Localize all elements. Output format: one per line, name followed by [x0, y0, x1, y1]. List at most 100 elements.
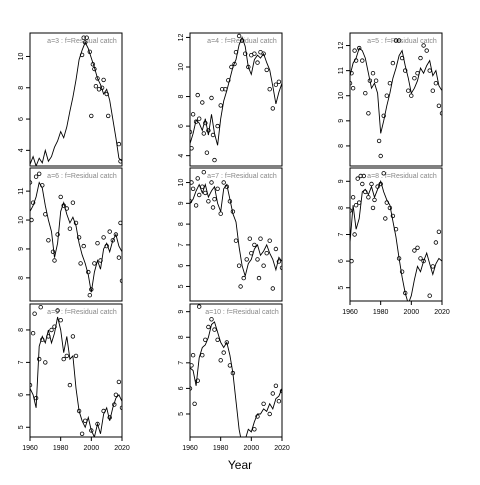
data-point-a7: [227, 199, 233, 204]
panel-frame-a6: [29, 167, 123, 302]
data-point-a5: [384, 93, 389, 98]
data-point-a6: [70, 200, 76, 205]
data-point-a10: [273, 383, 279, 388]
data-point-a8: [433, 240, 439, 245]
series-line-a3: [30, 41, 122, 166]
data-point-a9: [67, 382, 73, 388]
data-point-a7: [190, 186, 196, 191]
data-point-a7: [203, 190, 208, 196]
data-point-a9: [112, 402, 117, 407]
data-point-a10: [276, 399, 282, 404]
x-tick-label: 2020: [114, 445, 130, 452]
data-point-a4: [206, 128, 211, 133]
data-point-a10: [270, 391, 275, 396]
data-point-a7: [190, 199, 193, 204]
data-point-a3: [105, 113, 111, 119]
data-point-a4: [196, 116, 202, 121]
panel-title-a4: a=4 : f=Residual catch: [207, 38, 277, 45]
data-point-a5: [409, 93, 414, 98]
data-point-a3: [101, 77, 106, 83]
data-point-a7: [221, 180, 226, 185]
data-point-a8: [393, 226, 399, 232]
data-point-a8: [387, 205, 393, 211]
data-point-a4: [204, 150, 210, 155]
series-line-a8: [350, 179, 442, 301]
data-point-a7: [270, 286, 275, 291]
series-line-a5: [350, 47, 442, 134]
data-point-a9: [101, 408, 106, 414]
x-tick-label: 2000: [244, 445, 260, 452]
y-tick-label: 9: [178, 201, 185, 205]
data-point-a6: [107, 229, 112, 234]
panel-title-a6: a=6 : f=Residual catch: [47, 173, 117, 180]
data-point-a7: [241, 275, 246, 281]
data-point-a6: [37, 171, 42, 176]
data-point-a5: [353, 58, 359, 63]
y-tick-label: 6: [18, 117, 25, 121]
y-tick-label: 9: [178, 310, 185, 314]
data-point-a8: [375, 184, 380, 189]
y-tick-label: 8: [18, 328, 25, 332]
data-point-a5: [381, 113, 386, 118]
data-point-a8: [390, 213, 396, 219]
data-point-a5: [415, 70, 420, 76]
data-point-a4: [190, 112, 196, 117]
data-point-a5: [421, 43, 426, 48]
data-point-a8: [403, 290, 408, 296]
panel-frame-a5: [349, 32, 443, 167]
data-point-a6: [58, 194, 63, 200]
data-point-a6: [89, 287, 94, 292]
data-point-a4: [212, 157, 217, 163]
data-point-a8: [353, 202, 359, 208]
data-point-a10: [230, 370, 236, 376]
data-point-a4: [239, 38, 245, 43]
data-point-a6: [30, 180, 33, 185]
y-tick-label: 5: [178, 284, 185, 288]
data-point-a9: [95, 421, 100, 427]
data-point-a7: [224, 184, 229, 189]
data-point-a6: [87, 293, 92, 298]
data-point-a10: [206, 324, 211, 330]
data-point-a5: [387, 80, 393, 86]
data-point-a8: [355, 176, 360, 181]
panel-frame-a3: [29, 32, 123, 167]
data-point-a4: [261, 51, 266, 56]
panel-frame-a10: [189, 303, 283, 438]
data-point-a8: [370, 205, 376, 211]
data-point-a6: [113, 232, 119, 237]
data-point-a7: [210, 205, 216, 210]
data-point-a5: [373, 78, 379, 83]
data-point-a5: [427, 68, 432, 73]
y-tick-label: 8: [338, 144, 345, 148]
y-tick-label: 8: [18, 86, 25, 90]
x-tick-label: 1960: [342, 309, 358, 316]
data-point-a6: [52, 258, 57, 263]
data-point-a9: [119, 405, 122, 410]
data-point-a6: [76, 235, 82, 240]
data-point-a10: [261, 401, 266, 406]
data-point-a10: [279, 388, 282, 394]
data-point-a4: [255, 60, 260, 65]
data-point-a5: [366, 111, 371, 116]
data-point-a5: [412, 75, 417, 81]
data-point-a8: [418, 256, 423, 261]
data-point-a6: [46, 238, 51, 243]
data-point-a10: [252, 427, 257, 432]
data-point-a9: [33, 395, 39, 401]
data-point-a4: [246, 64, 251, 70]
panel-title-a7: a=7 : f=Residual catch: [207, 173, 277, 180]
data-point-a5: [433, 80, 439, 86]
y-tick-label: 8: [178, 94, 185, 98]
y-tick-label: 12: [178, 33, 185, 41]
data-point-a5: [363, 90, 368, 96]
data-point-a4: [218, 103, 223, 108]
y-tick-label: 9: [338, 179, 345, 183]
data-point-a9: [107, 415, 112, 420]
x-tick-label: 1960: [22, 445, 38, 452]
data-point-a7: [233, 238, 239, 243]
data-point-a3: [99, 85, 105, 90]
data-point-a5: [350, 71, 354, 76]
data-point-a4: [201, 131, 206, 136]
data-point-a7: [276, 259, 282, 264]
